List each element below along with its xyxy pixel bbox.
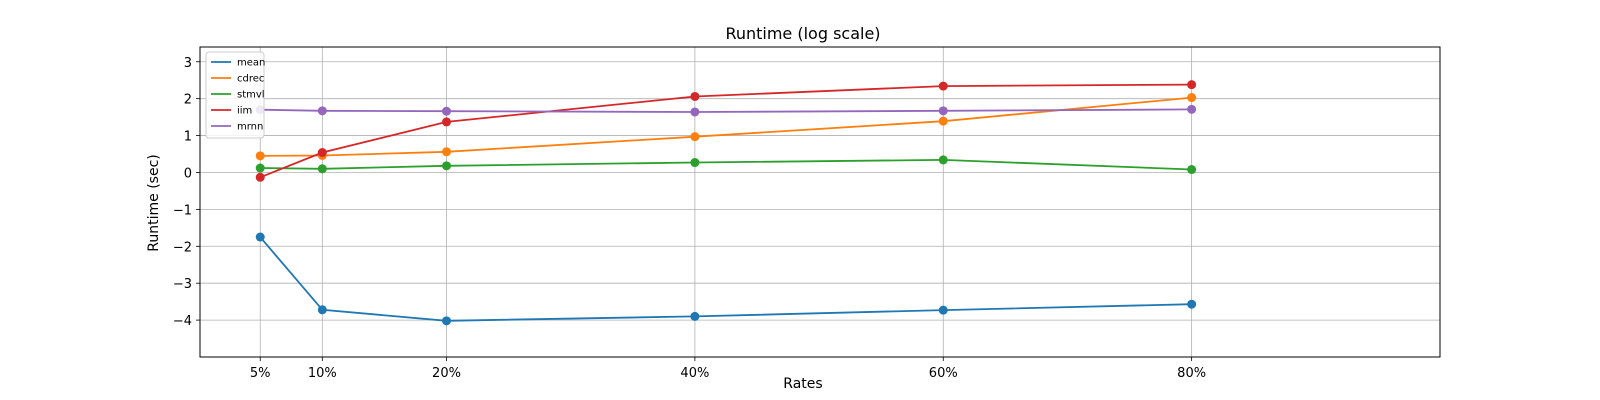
y-tick-label: 1 — [184, 130, 192, 145]
y-tick-label: 3 — [184, 56, 192, 71]
stmvl-point — [1187, 165, 1197, 175]
stmvl-line — [260, 158, 1192, 171]
y-tick-label: 2 — [184, 93, 192, 108]
mean-point — [317, 305, 327, 315]
legend-label-stmvl: stmvl — [237, 90, 265, 101]
legend-label-mrnn: mrnn — [237, 122, 263, 133]
mean-point — [1187, 299, 1197, 309]
stmvl-point — [442, 161, 452, 171]
chart-title: Runtime (log scale) — [725, 24, 880, 43]
cdrec-point — [1187, 93, 1197, 103]
mean-point — [690, 311, 700, 321]
x-tick-label: 60% — [929, 366, 958, 381]
x-tick-label: 20% — [432, 366, 461, 381]
stmvl-point — [255, 163, 265, 173]
series-mrnn — [255, 104, 1197, 117]
series-cdrec — [255, 93, 1197, 161]
mrnn-point — [938, 106, 948, 116]
grid-lines — [200, 47, 1440, 357]
plot-frame — [199, 46, 1441, 358]
axis-ticks: 5% 10% 20% 40% 60% 80% −4 −3 −2 −1 0 1 2 3 — [173, 56, 1206, 381]
iim-point — [1187, 80, 1197, 90]
y-tick-label: −3 — [173, 277, 192, 292]
mrnn-point — [690, 107, 700, 117]
y-tick-label: −1 — [173, 203, 192, 218]
iim-point — [317, 148, 327, 158]
series-layer — [255, 80, 1197, 326]
stmvl-point — [938, 155, 948, 165]
iim-line — [259, 83, 1192, 179]
mean-point — [442, 316, 452, 326]
iim-point — [938, 81, 948, 91]
legend: mean cdrec stmvl iim mrnn — [205, 51, 265, 139]
series-stmvl — [255, 155, 1197, 175]
mean-point — [938, 305, 948, 315]
series-mean — [255, 232, 1197, 326]
x-axis-title: Rates — [783, 376, 822, 392]
iim-point — [255, 172, 265, 182]
x-tick-label: 80% — [1177, 366, 1206, 381]
mean-point — [255, 232, 265, 242]
mean-line — [259, 236, 1192, 322]
cdrec-point — [938, 116, 948, 126]
series-iim — [255, 80, 1197, 182]
iim-point — [690, 91, 700, 101]
y-tick-label: 0 — [184, 166, 192, 181]
stmvl-point — [690, 158, 700, 168]
mrnn-line — [260, 108, 1192, 113]
cdrec-point — [690, 132, 700, 142]
mrnn-point — [442, 106, 452, 116]
legend-label-cdrec: cdrec — [237, 74, 264, 85]
iim-point — [442, 117, 452, 127]
mrnn-point — [1187, 104, 1197, 114]
legend-label-mean: mean — [237, 58, 265, 69]
x-tick-label: 10% — [308, 366, 337, 381]
mrnn-point — [317, 106, 327, 116]
cdrec-point — [442, 147, 452, 157]
y-tick-label: −4 — [173, 314, 192, 329]
x-tick-label: 40% — [680, 366, 709, 381]
stmvl-point — [317, 164, 327, 174]
x-tick-label: 5% — [250, 366, 271, 381]
legend-label-iim: iim — [237, 106, 252, 117]
y-tick-label: −2 — [173, 240, 192, 255]
cdrec-line — [260, 96, 1192, 157]
cdrec-point — [255, 151, 265, 161]
y-axis-title: Runtime (sec) — [146, 154, 162, 251]
legend-box — [205, 51, 265, 139]
